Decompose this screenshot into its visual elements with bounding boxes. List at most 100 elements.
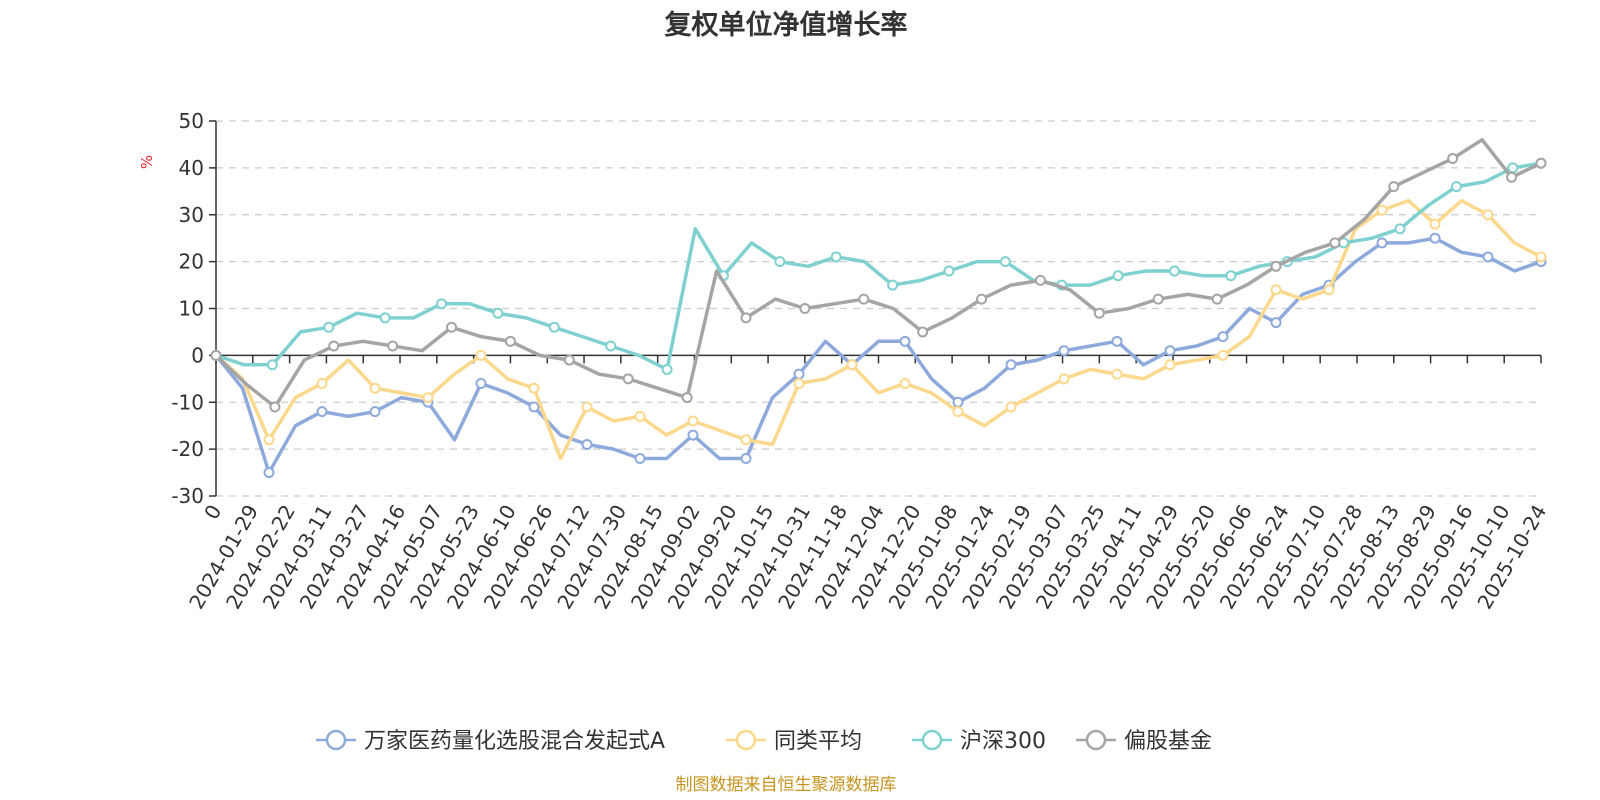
data-point[interactable]: [952, 406, 964, 418]
data-point[interactable]: [316, 406, 328, 418]
data-point[interactable]: [1169, 265, 1181, 277]
data-point[interactable]: [528, 382, 540, 394]
legend-label: 万家医药量化选股混合发起式A: [364, 729, 665, 754]
data-point[interactable]: [1217, 349, 1229, 361]
data-point[interactable]: [581, 438, 593, 450]
data-point[interactable]: [1093, 307, 1105, 319]
data-point[interactable]: [504, 335, 516, 347]
data-point[interactable]: [266, 359, 278, 371]
data-point[interactable]: [387, 340, 399, 352]
data-point[interactable]: [1211, 293, 1223, 305]
data-point[interactable]: [899, 378, 911, 389]
data-point[interactable]: [1058, 373, 1070, 385]
data-point[interactable]: [1535, 157, 1547, 169]
data-point[interactable]: [1535, 251, 1547, 263]
data-point[interactable]: [1429, 218, 1441, 230]
data-point[interactable]: [492, 307, 504, 319]
data-point[interactable]: [976, 293, 988, 305]
data-point[interactable]: [622, 373, 634, 385]
data-point[interactable]: [687, 429, 699, 441]
y-tick-label: 50: [179, 109, 204, 133]
data-point[interactable]: [846, 359, 858, 371]
data-point[interactable]: [887, 279, 899, 291]
data-point[interactable]: [917, 326, 929, 338]
data-point[interactable]: [263, 467, 275, 479]
data-point[interactable]: [1270, 260, 1282, 272]
data-point[interactable]: [369, 406, 381, 418]
data-point[interactable]: [1388, 181, 1400, 193]
data-point[interactable]: [548, 321, 560, 333]
data-point[interactable]: [1111, 335, 1123, 347]
data-point[interactable]: [1394, 223, 1406, 235]
data-point[interactable]: [1164, 345, 1176, 357]
data-point[interactable]: [436, 298, 448, 310]
data-point[interactable]: [210, 349, 222, 361]
data-point[interactable]: [661, 363, 673, 375]
data-point[interactable]: [999, 256, 1011, 268]
data-point[interactable]: [740, 453, 752, 464]
data-point[interactable]: [328, 340, 340, 352]
data-point[interactable]: [799, 303, 811, 314]
data-point[interactable]: [740, 434, 752, 446]
data-point[interactable]: [1225, 270, 1237, 282]
data-point[interactable]: [1112, 270, 1124, 282]
data-point[interactable]: [774, 256, 786, 268]
data-point[interactable]: [634, 410, 646, 422]
data-point[interactable]: [475, 349, 487, 361]
data-point[interactable]: [316, 378, 328, 389]
data-point[interactable]: [1507, 162, 1519, 174]
data-point[interactable]: [899, 335, 911, 347]
data-point[interactable]: [634, 453, 646, 464]
data-point[interactable]: [1450, 181, 1462, 193]
data-point[interactable]: [446, 321, 458, 333]
data-point[interactable]: [1482, 251, 1494, 263]
data-point[interactable]: [1270, 317, 1282, 329]
data-point[interactable]: [1376, 237, 1388, 249]
series-line: [214, 198, 1542, 461]
data-point[interactable]: [830, 251, 842, 263]
data-point[interactable]: [581, 401, 593, 413]
legend-item[interactable]: 偏股基金: [1076, 729, 1212, 754]
data-point[interactable]: [793, 368, 805, 380]
data-point[interactable]: [1429, 232, 1441, 244]
data-point[interactable]: [422, 392, 434, 404]
data-point[interactable]: [528, 401, 540, 413]
y-tick-label: -30: [171, 484, 204, 508]
legend[interactable]: 万家医药量化选股混合发起式A 同类平均 沪深300 偏股基金: [316, 729, 1212, 754]
data-point[interactable]: [1329, 237, 1341, 249]
data-point[interactable]: [475, 378, 487, 389]
data-point[interactable]: [858, 293, 870, 305]
data-point[interactable]: [269, 401, 281, 413]
legend-item[interactable]: 沪深300: [912, 729, 1046, 754]
data-point[interactable]: [1005, 359, 1017, 371]
data-point[interactable]: [681, 392, 693, 404]
data-point[interactable]: [1005, 401, 1017, 413]
legend-item[interactable]: 万家医药量化选股混合发起式A: [316, 729, 665, 754]
data-point[interactable]: [1376, 204, 1388, 216]
data-point[interactable]: [943, 265, 955, 277]
data-point[interactable]: [1323, 284, 1335, 296]
data-point[interactable]: [1058, 345, 1070, 357]
data-point[interactable]: [1152, 293, 1164, 305]
data-point[interactable]: [1447, 153, 1459, 164]
data-point[interactable]: [563, 354, 575, 366]
data-point[interactable]: [1506, 171, 1518, 183]
data-point[interactable]: [1111, 368, 1123, 380]
data-point[interactable]: [740, 312, 752, 324]
y-axis-ticks: 50 40 30 20 10 0 -10 -20 -30: [171, 109, 204, 508]
data-point[interactable]: [263, 434, 275, 446]
data-point[interactable]: [605, 340, 617, 352]
data-point[interactable]: [1034, 274, 1046, 286]
data-point[interactable]: [369, 382, 381, 394]
data-point[interactable]: [1164, 359, 1176, 371]
legend-item[interactable]: 同类平均: [726, 729, 862, 754]
data-point[interactable]: [1270, 284, 1282, 296]
y-tick-label: 40: [179, 156, 204, 180]
data-point[interactable]: [952, 396, 964, 408]
data-point[interactable]: [793, 378, 805, 389]
data-point[interactable]: [323, 321, 335, 333]
data-point[interactable]: [379, 312, 391, 324]
data-point[interactable]: [1217, 331, 1229, 343]
data-point[interactable]: [1482, 209, 1494, 221]
data-point[interactable]: [687, 415, 699, 427]
